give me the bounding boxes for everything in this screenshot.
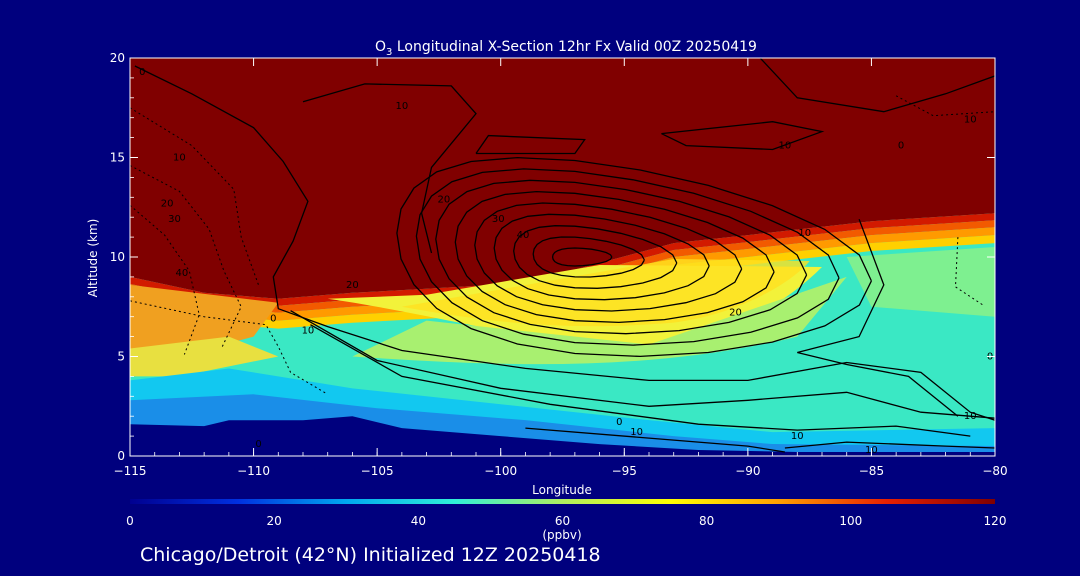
contour-low-4 [784,441,995,449]
ozone-fill-layer [130,58,995,456]
colorbar-tick-label: 100 [839,514,862,528]
contour-label-15: 10 [798,228,811,239]
contour-dot-6 [954,237,983,306]
contour-label-2: 10 [964,115,977,126]
colorbar-tick-label: 20 [267,514,282,528]
contour-label-4: 0 [139,67,145,78]
colorbar-tick-label: 60 [555,514,570,528]
contour-label-17: 0 [616,417,622,428]
contour-label-3: 0 [898,141,904,152]
chart-title: O3 Longitudinal X-Section 12hr Fx Valid … [375,39,757,58]
contour-low-3 [525,427,786,453]
contour-ring-2 [513,225,678,289]
x-tick-label: −110 [237,464,270,478]
colorbar-tick-label: 120 [984,514,1007,528]
x-tick-label: −100 [484,464,517,478]
ozone-contour-layer [130,58,995,453]
contour-label-19: 10 [791,431,804,442]
band-80 [130,227,995,321]
y-tick-label: 15 [110,151,125,165]
contour-dot-2 [130,165,242,349]
contour-label-7: 30 [168,214,181,225]
contour-small-loop-b [661,121,825,151]
contour-label-11: 40 [517,230,530,241]
contour-label-9: 20 [438,194,451,205]
y-tick-label: 20 [110,51,125,65]
x-tick-label: −80 [982,464,1007,478]
green-band [352,276,847,365]
band-100 [130,213,995,306]
x-tick-label: −90 [735,464,760,478]
stratosphere-region [130,58,995,299]
west-warm-region [130,284,279,357]
footer-text: Chicago/Detroit (42°N) Initialized 12Z 2… [140,544,601,566]
contour-low-1 [290,310,995,419]
contour-label-13: 10 [302,326,315,337]
y-axis-label: Altitude (km) [86,219,100,298]
contour-upper-loop [302,83,477,254]
colorbar [130,499,995,504]
contour-east-20 [797,218,959,417]
contour-ring-8 [396,156,872,358]
y-tick-label: 10 [110,250,125,264]
contour-low-2 [310,324,971,437]
contour-ring-1 [532,236,645,278]
east-green-region [846,247,995,317]
colorbar-tick-label: 80 [699,514,714,528]
colorbar-tick-label: 40 [411,514,426,528]
contour-upper-east [759,58,995,113]
contour-dot-3 [130,204,200,355]
contour-ring-3 [493,213,710,301]
x-axis-label: Longitude [532,483,592,497]
contour-label-18: 10 [630,427,643,438]
x-tick-label: −95 [612,464,637,478]
contour-ring-7 [415,168,840,346]
colorbar-unit: (ppbv) [542,528,581,542]
axis-layer: −115 −110 −105 −100 −95 −90 −85 −80 0 5 10 15 20 [110,51,1008,478]
contour-ring-0 [551,247,613,267]
ozone-tongue-core [401,258,810,327]
contour-label-1: 10 [779,141,792,152]
contour-dot-4 [130,300,328,395]
west-yellow-region [130,336,279,377]
contour-label-6: 20 [161,198,174,209]
contour-label-12: 20 [346,280,359,291]
contour-label-8: 40 [176,268,189,279]
x-tick-label: −85 [859,464,884,478]
contour-label-23: 0 [255,439,261,450]
contour-label-21: 10 [964,411,977,422]
contour-label-5: 10 [173,153,186,164]
contour-ring-4 [474,202,743,312]
colorbar-tick-label: 0 [126,514,134,528]
y-tick-label: 5 [117,350,125,364]
x-tick-label: −115 [114,464,147,478]
contour-label-10: 30 [492,214,505,225]
terrain [130,416,995,456]
contour-label-0: 10 [395,101,408,112]
band-75 [130,235,995,329]
contour-small-loop-a [475,134,586,155]
contour-ring-6 [435,179,808,335]
contour-ring-5 [454,190,775,324]
x-tick-label: −105 [361,464,394,478]
colorbar-tick-layer: 0 20 40 60 80 100 120 [126,514,1006,528]
contour-outer-10 [134,65,995,421]
band-90 [130,220,995,313]
contour-label-14: 0 [270,314,276,325]
y-tick-label: 0 [117,449,125,463]
contour-label-16: 20 [729,308,742,319]
